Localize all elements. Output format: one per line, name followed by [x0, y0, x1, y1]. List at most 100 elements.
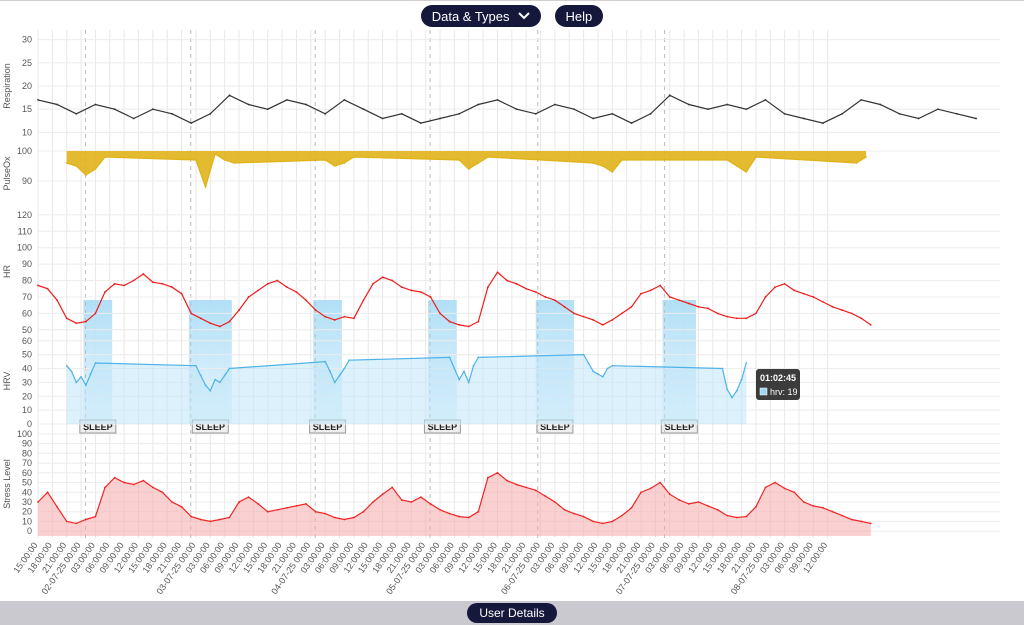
y-tick-label: 0 [27, 419, 32, 429]
data-point [534, 489, 537, 492]
data-point [171, 501, 173, 503]
y-tick-label: 80 [22, 276, 32, 286]
data-point [84, 384, 87, 387]
data-point [247, 296, 250, 298]
data-point [381, 276, 384, 279]
data-point [898, 112, 901, 115]
data-point [113, 282, 116, 285]
data-point [94, 515, 97, 518]
user-details-button[interactable]: User Details [467, 603, 557, 623]
data-point [601, 165, 604, 167]
data-point [70, 370, 73, 373]
y-tick-label: 90 [22, 176, 32, 186]
data-point [80, 375, 82, 378]
data-point [391, 486, 394, 489]
data-point [199, 317, 202, 320]
data-point [879, 103, 882, 106]
data-point [601, 375, 604, 378]
data-point [630, 305, 633, 308]
data-point [716, 508, 719, 511]
data-point [75, 381, 78, 384]
data-point [348, 359, 350, 362]
data-point [822, 300, 824, 303]
data-point [515, 282, 518, 285]
data-point [850, 312, 853, 315]
data-point [841, 514, 843, 517]
data-point [496, 271, 499, 274]
data-point [755, 312, 757, 315]
data-point [860, 317, 863, 320]
data-point [113, 108, 116, 111]
help-label: Help [565, 8, 593, 24]
data-types-label: Data & Types [431, 8, 510, 24]
data-point [94, 103, 97, 106]
data-types-button[interactable]: Data & Types [420, 5, 541, 27]
data-point [486, 476, 489, 479]
data-point [171, 286, 173, 288]
data-point [956, 112, 958, 115]
data-point [46, 287, 49, 290]
data-point [606, 367, 609, 370]
data-point [726, 514, 729, 517]
data-point [860, 99, 863, 101]
data-point [745, 362, 748, 364]
data-point [352, 156, 355, 158]
y-tick-label: 30 [22, 377, 32, 387]
y-tick-label: 50 [22, 325, 32, 335]
data-point [458, 112, 461, 115]
data-point [640, 292, 642, 295]
data-point [592, 162, 595, 164]
y-tick-label: 80 [22, 448, 32, 458]
data-point [362, 299, 365, 302]
data-point [783, 487, 786, 490]
data-point [621, 514, 623, 517]
data-point [190, 122, 193, 124]
data-point [419, 122, 422, 124]
y-tick-label: 50 [22, 350, 32, 360]
data-point [448, 356, 451, 359]
y-tick-label: 100 [17, 243, 32, 253]
data-point [56, 299, 59, 302]
data-point [333, 516, 336, 519]
data-point [515, 108, 518, 111]
data-point [161, 491, 164, 494]
data-point [391, 279, 394, 282]
data-point [592, 370, 595, 373]
data-point [707, 307, 709, 310]
data-point [89, 373, 92, 375]
data-point [46, 491, 49, 494]
series-area [66, 151, 866, 187]
data-point [151, 281, 154, 284]
data-point [218, 381, 221, 384]
y-tick-label: 10 [22, 405, 32, 415]
data-point [343, 99, 346, 101]
sleep-label: SLEEP [428, 422, 458, 432]
data-point [477, 510, 480, 513]
data-point [668, 94, 671, 97]
data-point [745, 108, 748, 111]
data-point [142, 479, 145, 482]
y-tick-label: 110 [18, 226, 32, 236]
data-point [190, 515, 193, 518]
data-point [783, 282, 786, 285]
data-point [553, 103, 556, 106]
data-point [180, 505, 183, 508]
data-point [755, 505, 757, 508]
data-point [104, 156, 106, 158]
data-point [486, 286, 489, 288]
series-area [38, 472, 871, 536]
hrv-tooltip: 01:02:45 hrv: 19 [756, 369, 800, 400]
data-point [496, 99, 499, 101]
sleep-label: SLEEP [83, 422, 113, 432]
data-point [171, 112, 173, 115]
y-tick-label: 70 [22, 292, 32, 302]
y-tick-label: 20 [22, 81, 32, 91]
help-button[interactable]: Help [554, 5, 604, 27]
data-point [841, 309, 843, 311]
data-point [223, 374, 226, 377]
data-point [228, 516, 231, 519]
data-point [305, 103, 307, 106]
data-point [37, 501, 39, 503]
y-tick-label: 50 [22, 478, 32, 488]
data-point [266, 510, 269, 513]
